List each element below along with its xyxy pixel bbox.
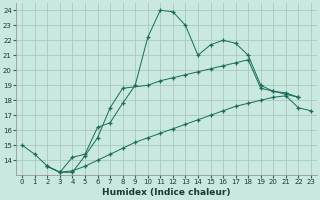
X-axis label: Humidex (Indice chaleur): Humidex (Indice chaleur) (102, 188, 231, 197)
